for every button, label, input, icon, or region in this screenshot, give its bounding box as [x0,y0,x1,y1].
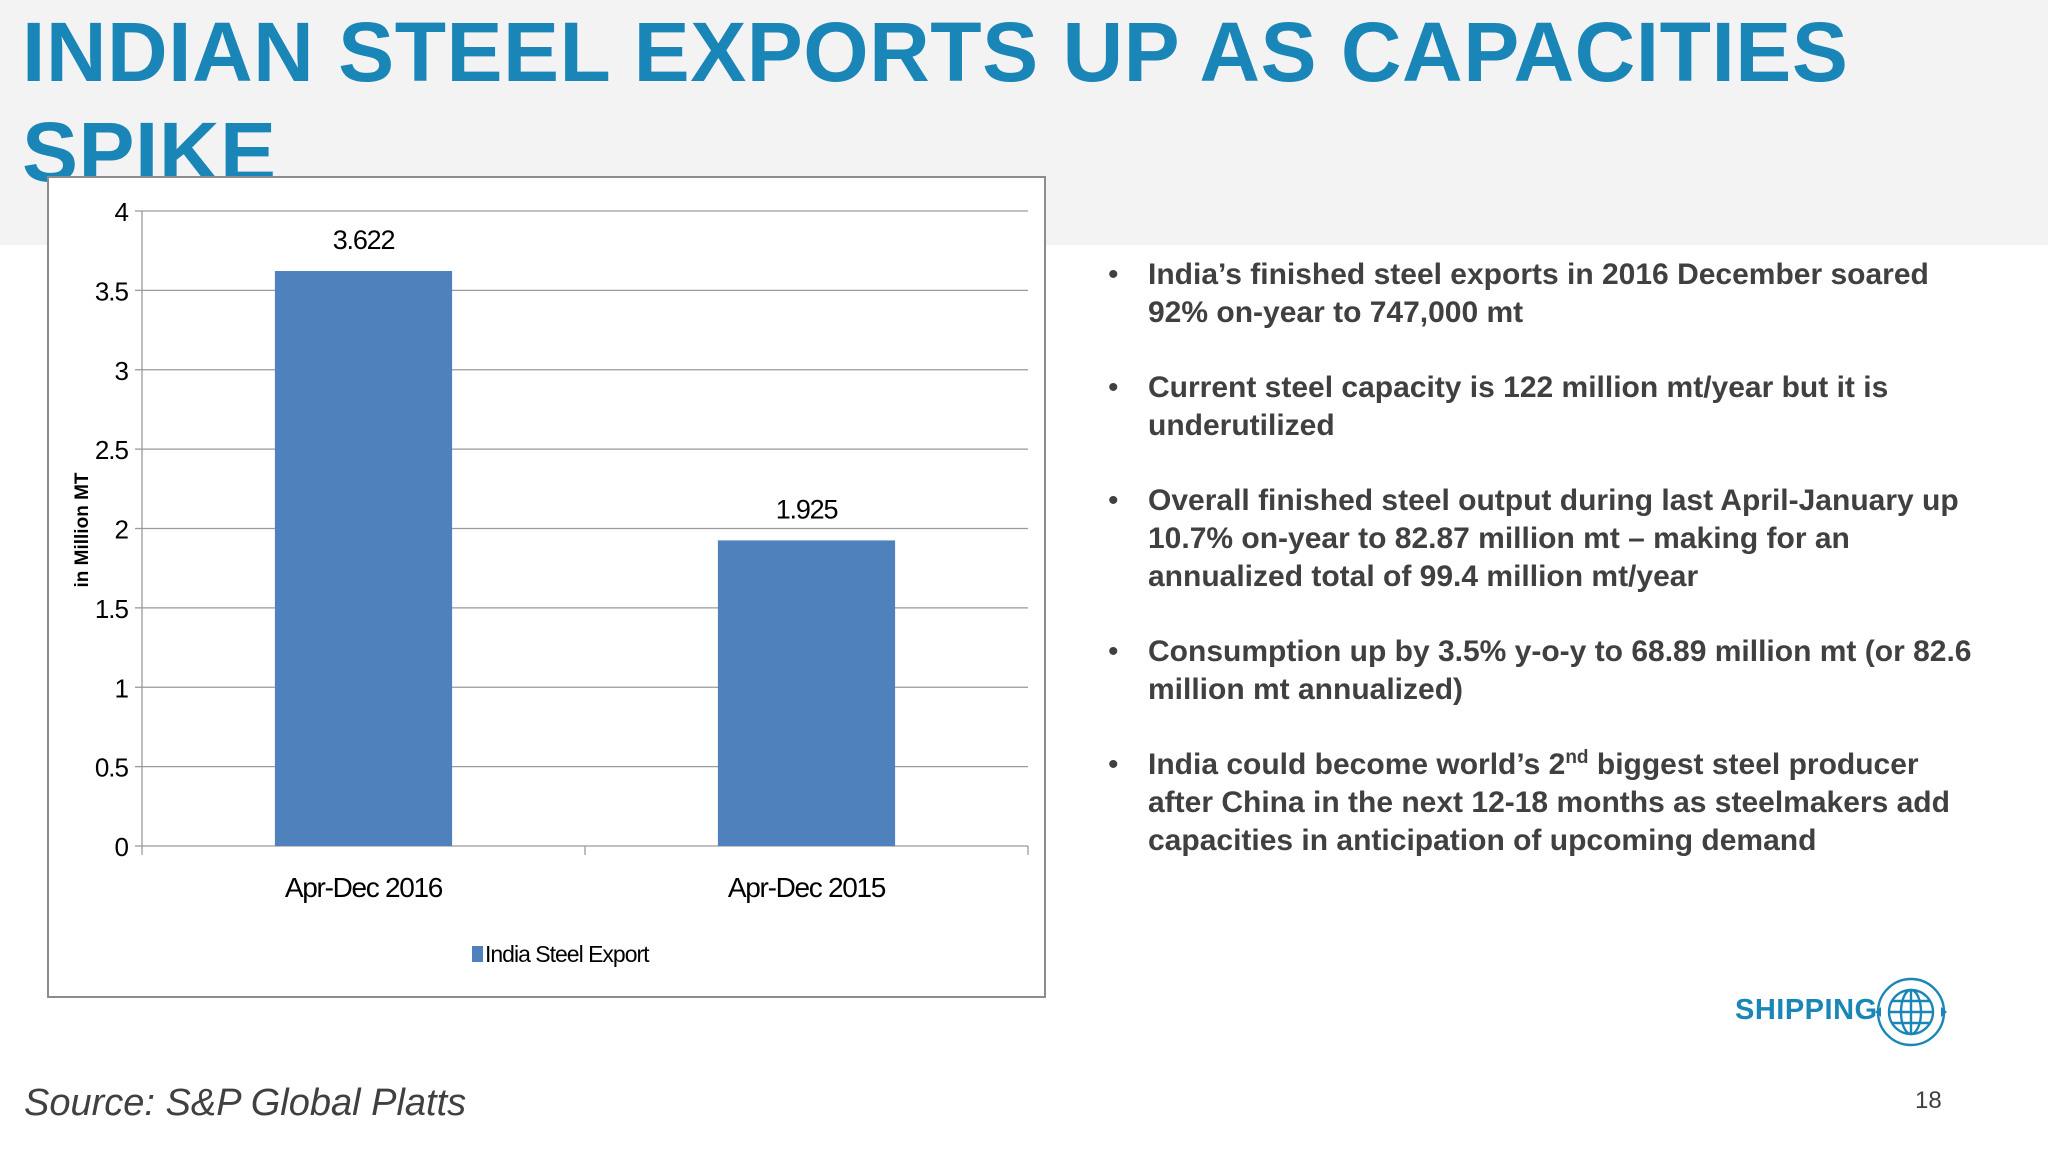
bullet-item: India’s finished steel exports in 2016 D… [1100,256,1980,332]
bullet-text: biggest steel producer after China in th… [1148,748,1950,857]
y-tick-label: 1.5 [95,594,129,624]
bullet-text: Consumption up by 3.5% y-o-y to 68.89 mi… [1148,635,1972,706]
bar [274,271,453,846]
x-tick-label: Apr-Dec 2015 [728,872,886,903]
slide-title: INDIAN STEEL EXPORTS UP AS CAPACITIES SP… [22,5,1849,199]
data-label: 1.925 [776,494,838,524]
legend-swatch [472,946,483,962]
bullet-text: Overall finished steel output during las… [1148,484,1959,593]
bullet-item: India could become world’s 2nd biggest s… [1100,746,1980,860]
source-note: Source: S&P Global Platts [24,1082,467,1124]
globe-icon [1875,977,1947,1047]
bullet-item: Consumption up by 3.5% y-o-y to 68.89 mi… [1100,633,1980,709]
page-number: 18 [1915,1087,1942,1114]
brand-label: SHIPPING [1735,994,1878,1026]
ordinal-suffix: nd [1565,747,1589,768]
shipping-brand: SHIPPING [1735,972,1955,1050]
bullet-item: Overall finished steel output during las… [1100,482,1980,596]
chart-labels: 0 0.5 1 1.5 2 2.5 3 3.5 4 3.622 Apr-Dec 2016 1.925 A… [95,197,887,903]
bullet-text: India could become world’s 2 [1148,748,1566,781]
bullet-list: India’s finished steel exports in 2016 D… [1100,256,1980,897]
bullet-text: Current steel capacity is 122 million mt… [1148,371,1889,442]
bullet-text: India’s finished steel exports in 2016 D… [1148,258,1929,329]
bullet-item: Current steel capacity is 122 million mt… [1100,369,1980,445]
y-tick-label: 3 [115,356,129,386]
y-tick-label: 0.5 [95,753,129,783]
chart-bars [274,271,896,846]
y-tick-label: 1 [115,673,129,703]
data-label: 3.622 [333,225,395,255]
bar [717,540,896,846]
chart-axes [135,210,1029,855]
y-tick-label: 2 [115,515,129,545]
y-tick-label: 4 [115,197,129,227]
chart-legend: India Steel Export [472,941,651,967]
y-tick-label: 2.5 [95,435,129,465]
y-tick-label: 3.5 [95,276,129,306]
legend-label: India Steel Export [485,941,650,967]
x-tick-label: Apr-Dec 2016 [285,872,443,903]
y-tick-label: 0 [115,832,129,862]
y-axis-label: in Million MT [72,472,93,587]
